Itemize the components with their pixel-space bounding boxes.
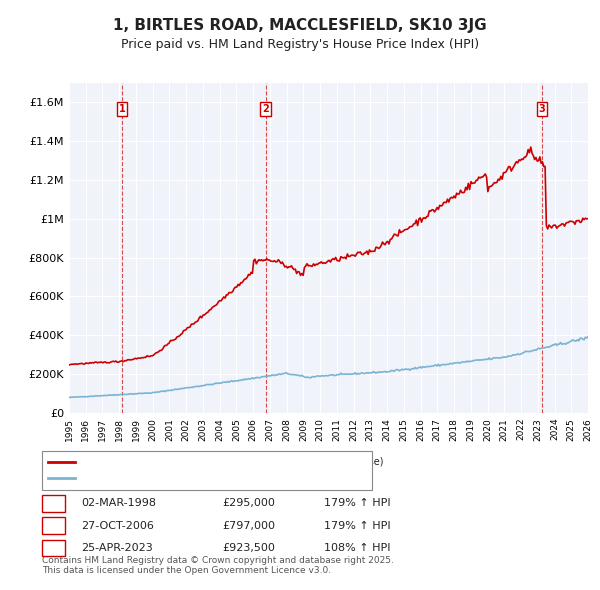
Text: 1: 1 [50,499,57,508]
Text: 2: 2 [50,521,57,530]
Text: 02-MAR-1998: 02-MAR-1998 [81,499,156,508]
Text: £797,000: £797,000 [222,521,275,530]
Text: £295,000: £295,000 [222,499,275,508]
Text: 1, BIRTLES ROAD, MACCLESFIELD, SK10 3JG (detached house): 1, BIRTLES ROAD, MACCLESFIELD, SK10 3JG … [80,457,383,467]
Text: 25-APR-2023: 25-APR-2023 [81,543,153,553]
Text: 3: 3 [539,104,545,114]
Text: 179% ↑ HPI: 179% ↑ HPI [324,521,391,530]
Text: 179% ↑ HPI: 179% ↑ HPI [324,499,391,508]
Text: 1, BIRTLES ROAD, MACCLESFIELD, SK10 3JG: 1, BIRTLES ROAD, MACCLESFIELD, SK10 3JG [113,18,487,32]
Text: 108% ↑ HPI: 108% ↑ HPI [324,543,391,553]
Text: HPI: Average price, detached house, Cheshire East: HPI: Average price, detached house, Ches… [80,473,328,483]
Text: Contains HM Land Registry data © Crown copyright and database right 2025.
This d: Contains HM Land Registry data © Crown c… [42,556,394,575]
Text: 1: 1 [119,104,125,114]
Text: £923,500: £923,500 [222,543,275,553]
Text: 2: 2 [262,104,269,114]
Text: 27-OCT-2006: 27-OCT-2006 [81,521,154,530]
Text: 3: 3 [50,543,57,553]
Text: Price paid vs. HM Land Registry's House Price Index (HPI): Price paid vs. HM Land Registry's House … [121,38,479,51]
